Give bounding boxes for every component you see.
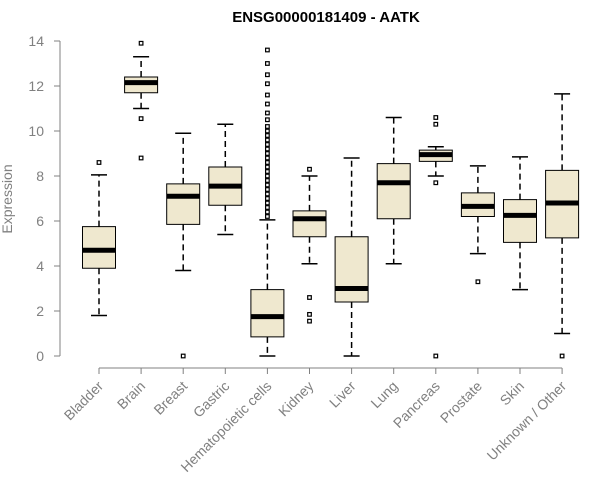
box-iqr (292, 210, 327, 238)
box-iqr (82, 226, 116, 269)
outlier-point (265, 124, 270, 129)
box-iqr (334, 236, 369, 303)
y-axis: 0 2 4 6 8 10 12 14 (28, 33, 61, 364)
x-tick-label: Lung (367, 378, 400, 411)
outlier-point (265, 214, 270, 219)
box-group (503, 156, 537, 291)
outlier-point (265, 110, 270, 116)
outlier-point (265, 160, 270, 165)
y-tick-label: 6 (36, 213, 44, 229)
x-tick-label: Skin (497, 378, 528, 409)
box-group (124, 40, 159, 161)
outlier-point (138, 155, 144, 161)
box-group (208, 123, 243, 236)
outlier-point (265, 61, 270, 66)
plot-area (82, 40, 580, 359)
outlier-point (307, 318, 312, 324)
outlier-point (307, 311, 312, 317)
x-tick-label: Kidney (275, 378, 317, 420)
y-tick-label: 10 (28, 123, 44, 139)
outlier-point (265, 164, 270, 170)
outlier-point (265, 117, 270, 123)
outlier-point (265, 191, 270, 197)
box-iqr (166, 183, 201, 225)
y-tick-label: 0 (36, 348, 44, 364)
box-group (292, 166, 327, 324)
outlier-point (138, 40, 144, 46)
outlier-point (265, 92, 270, 98)
box-group (545, 93, 580, 359)
outlier-point (265, 81, 270, 87)
outlier-point (265, 151, 270, 156)
outlier-point (180, 353, 186, 359)
box-group (334, 157, 369, 357)
box-iqr (376, 163, 411, 220)
outlier-point (265, 169, 270, 174)
box-iqr (503, 199, 537, 243)
outlier-point (265, 146, 270, 152)
x-tick-label: Brain (114, 378, 148, 412)
box-group (460, 165, 495, 285)
outlier-point (265, 128, 270, 134)
outlier-point (265, 205, 270, 210)
y-tick-label: 8 (36, 168, 44, 184)
outlier-point (265, 133, 270, 138)
x-tick-label: Liver (326, 378, 359, 411)
box-group (376, 116, 411, 265)
outlier-point (307, 166, 312, 172)
x-tick-label: Bladder (61, 378, 107, 424)
y-tick-label: 14 (28, 33, 44, 49)
y-tick-label: 4 (36, 258, 44, 274)
box-group (166, 132, 201, 359)
y-axis-label: Expression (0, 164, 15, 233)
x-tick-label: Pancreas (390, 378, 443, 431)
x-tick-label: Unknown / Other (484, 378, 570, 464)
outlier-point (138, 116, 144, 122)
outlier-point (265, 137, 270, 143)
outlier-point (265, 72, 270, 78)
outlier-point (265, 173, 270, 179)
outlier-point (265, 142, 270, 147)
outlier-point (265, 182, 270, 188)
outlier-point (433, 353, 439, 359)
x-tick-label: Breast (150, 378, 190, 418)
outlier-point (265, 178, 270, 183)
chart-title: ENSG00000181409 - AATK (232, 9, 420, 26)
outlier-point (96, 160, 102, 165)
outlier-point (265, 209, 270, 215)
box-group (82, 160, 116, 317)
y-tick-label: 12 (28, 78, 44, 94)
outlier-point (265, 101, 270, 107)
outlier-point (433, 115, 439, 120)
outlier-point (265, 47, 270, 53)
outlier-point (265, 155, 270, 161)
outlier-point (433, 121, 439, 127)
outlier-point (265, 187, 270, 192)
outlier-point (475, 279, 481, 285)
box-group (250, 47, 285, 357)
outlier-point (265, 196, 270, 201)
y-tick-label: 2 (36, 303, 44, 319)
outlier-point (433, 180, 439, 186)
x-tick-label: Prostate (437, 378, 485, 426)
outlier-point (265, 200, 270, 206)
box-iqr (250, 289, 285, 338)
box-group (418, 115, 453, 359)
outlier-point (307, 295, 312, 300)
outlier-point (559, 353, 565, 359)
